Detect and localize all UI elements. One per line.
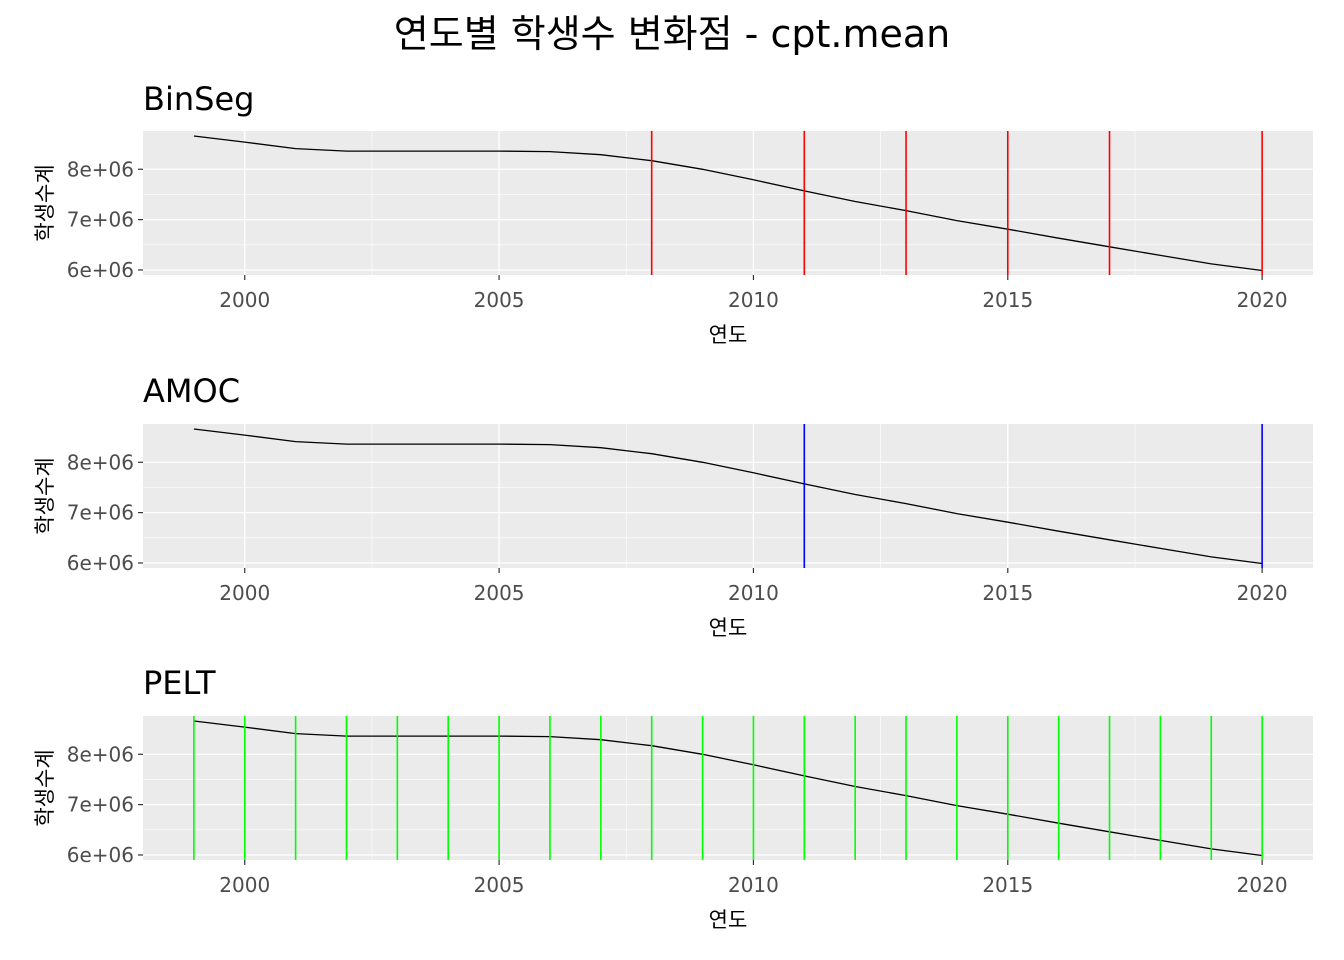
y-tick-label: 8e+06 (67, 742, 134, 766)
panel-pelt: PELT 2000 2005 2010 2015 2020 6e+06 7e+06 8e+06 연… (33, 664, 1313, 932)
plot-background (143, 131, 1313, 275)
series-line (193, 428, 1263, 565)
x-tick-label: 2005 (474, 873, 525, 897)
x-tick-label: 2010 (728, 873, 779, 897)
x-axis-label: 연도 (709, 908, 748, 932)
panel-title: BinSeg (143, 80, 254, 118)
x-tick-label: 2020 (1237, 873, 1288, 897)
x-tick-label: 2015 (982, 873, 1033, 897)
x-tick-label: 2015 (982, 581, 1033, 605)
y-tick-label: 8e+06 (67, 157, 134, 181)
x-tick-label: 2005 (474, 288, 525, 312)
x-tick-label: 2000 (219, 873, 270, 897)
panel-title: AMOC (143, 372, 240, 410)
y-tick-label: 7e+06 (67, 793, 134, 817)
x-tick-label: 2010 (728, 288, 779, 312)
x-tick-label: 2015 (982, 288, 1033, 312)
series-line (193, 720, 1263, 857)
y-axis-label: 학생수계 (33, 457, 57, 534)
x-tick-label: 2000 (219, 581, 270, 605)
x-tick-label: 2020 (1237, 288, 1288, 312)
y-axis-label: 학생수계 (33, 164, 57, 241)
y-tick-label: 7e+06 (67, 501, 134, 525)
plot-background (143, 424, 1313, 568)
x-axis-label: 연도 (709, 323, 748, 347)
x-tick-label: 2000 (219, 288, 270, 312)
x-axis-label: 연도 (709, 616, 748, 640)
y-tick-label: 6e+06 (67, 551, 134, 575)
panel-binseg: BinSeg 2000 2005 2010 2015 2020 6e+06 7e+06 8e+0… (33, 80, 1313, 347)
x-tick-label: 2005 (474, 581, 525, 605)
y-tick-label: 7e+06 (67, 208, 134, 232)
y-tick-label: 8e+06 (67, 450, 134, 474)
y-tick-label: 6e+06 (67, 258, 134, 282)
panel-amoc: AMOC 2000 2005 2010 2015 2020 6e+06 7e+06 8e+06 연… (33, 372, 1313, 640)
panel-title: PELT (143, 664, 216, 702)
x-tick-label: 2010 (728, 581, 779, 605)
y-tick-label: 6e+06 (67, 843, 134, 867)
main-title: 연도별 학생수 변화점 - cpt.mean (394, 12, 950, 56)
y-axis-label: 학생수계 (33, 749, 57, 826)
x-tick-label: 2020 (1237, 581, 1288, 605)
series-line (193, 135, 1263, 272)
plot-background (143, 716, 1313, 860)
